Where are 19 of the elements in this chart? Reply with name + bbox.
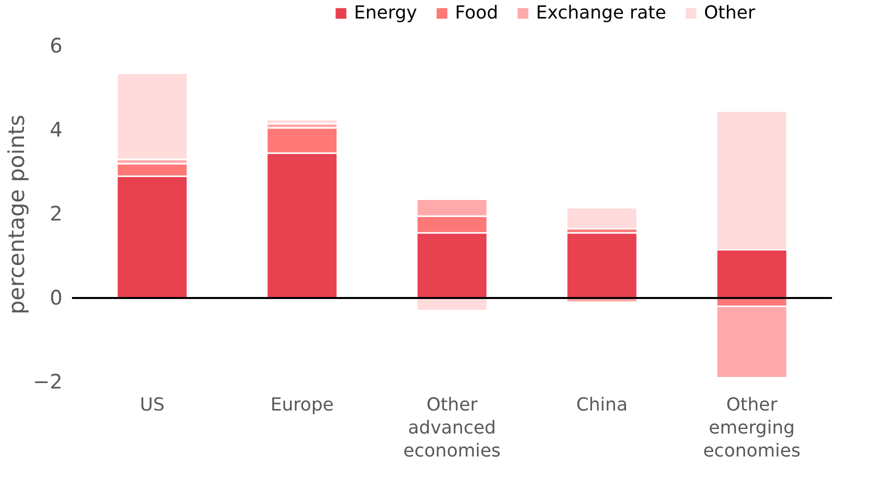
legend-label: Other [704, 2, 756, 24]
legend-label: Exchange rate [536, 2, 666, 24]
bar [266, 118, 338, 124]
x-tick-label: China [576, 394, 628, 416]
y-tick-label: 4 [50, 118, 62, 142]
y-tick-label: 0 [50, 286, 62, 310]
x-tick-label: Europe [270, 394, 334, 416]
legend-label: Energy [354, 2, 418, 24]
bar [566, 232, 638, 299]
x-tick-label: Other advanced economies [403, 394, 501, 462]
x-tick-label: Other emerging economies [703, 394, 801, 462]
y-tick-label: 2 [50, 202, 62, 226]
x-tick-label: US [140, 394, 164, 416]
y-tick-label: −2 [33, 370, 62, 394]
bar [566, 206, 638, 230]
y-tick-label: 6 [50, 34, 62, 58]
legend-label: Food [455, 2, 498, 24]
bar [116, 72, 188, 160]
y-axis-title: percentage points [5, 114, 30, 314]
